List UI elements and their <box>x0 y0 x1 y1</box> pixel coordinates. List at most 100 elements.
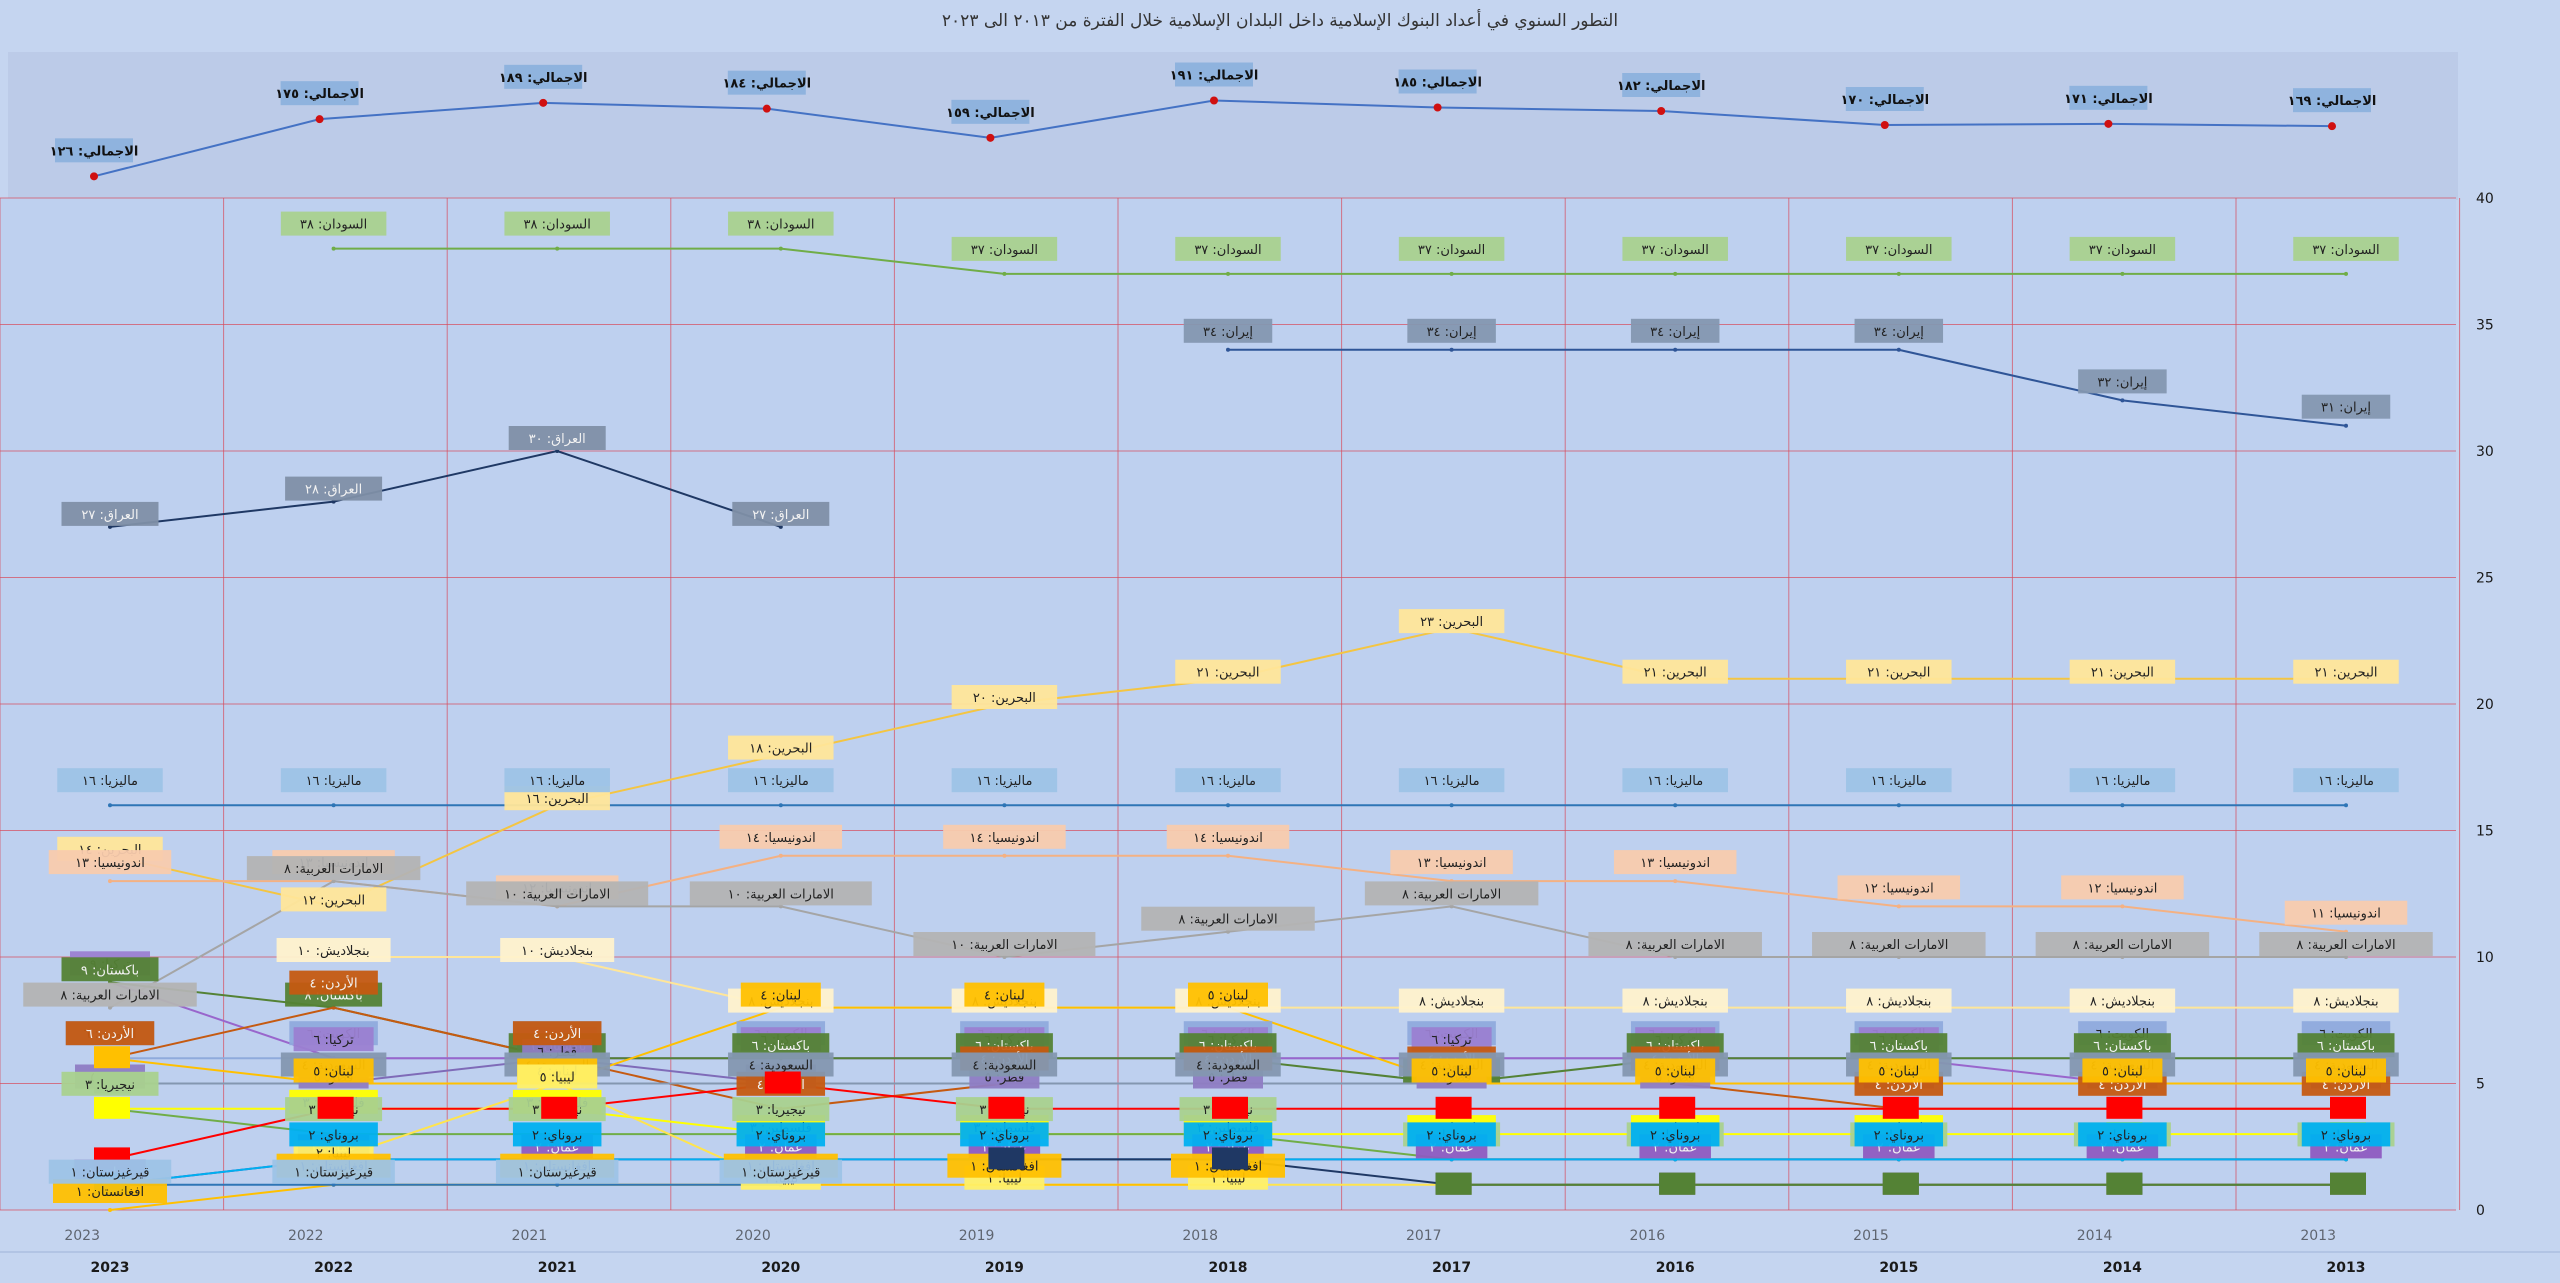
series-data-label: السعودية: ٤ <box>972 1059 1036 1074</box>
series-point <box>1002 803 1007 808</box>
series-data-label-box <box>1398 609 1505 634</box>
series-data-label: السودان: ٣٧ <box>1642 243 1709 258</box>
series-data-label: ماليزيا: ١٦ <box>529 774 585 789</box>
x-tick-label: 2013 <box>2327 1260 2366 1276</box>
series-data-label-box <box>508 426 606 450</box>
x-tick-label: 2015 <box>1879 1260 1918 1276</box>
total-data-label: الاجمالي: ١٥٩ <box>946 106 1035 121</box>
series-data-label: اندونيسيا: ١٤ <box>746 831 816 846</box>
series-data-label: السودان: ٣٨ <box>747 218 814 233</box>
x-tick-label: 2016 <box>1656 1260 1695 1276</box>
series-data-label-box <box>1390 850 1513 875</box>
series-data-label: الامارات العربية: ٨ <box>1849 938 1948 953</box>
series-data-label: قيرغيزستان: ١ <box>741 1166 820 1181</box>
total-data-point <box>539 98 548 107</box>
series-data-label: بنجلاديش: ١٠ <box>298 944 370 959</box>
y-tick-label: 20 <box>2476 697 2494 713</box>
axis-layer: 0 5 10 15 20 25 30 35 40 2023 2023 2022 2022 2021 2021… <box>0 191 2560 1276</box>
chart-title: التطور السنوي في أعداد البنوك الإسلامية … <box>942 9 1618 31</box>
series-point <box>2344 271 2348 276</box>
series-data-label: نيجيريا: ٣ <box>85 1078 135 1093</box>
series-marker-box <box>1659 1172 1696 1195</box>
series-data-label-box <box>1630 318 1720 343</box>
series-data-label-box <box>1407 318 1496 343</box>
total-data-label-box <box>504 64 583 89</box>
series-data-label: بروناي: ٢ <box>308 1128 358 1143</box>
series-data-label: الامارات العربية: ١٠ <box>504 887 610 902</box>
series-data-label: لبنان: ٥ <box>313 1065 354 1080</box>
series-data-label-box <box>61 957 159 982</box>
x-tick-sublabel: 2015 <box>1853 1228 1889 1244</box>
series-data-label: اندونيسيا: ١٢ <box>1864 881 1934 896</box>
series-data-label: بنجلاديش: ٨ <box>2313 995 2378 1010</box>
series-data-label-box <box>2061 875 2184 900</box>
series-data-label: باكستان: ٦ <box>752 1039 810 1054</box>
series-data-label: السودان: ٣٨ <box>524 218 591 233</box>
series-point <box>1896 347 1901 352</box>
series-data-label: البحرين: ٢١ <box>1867 666 1930 681</box>
series-data-label: بنجلاديش: ١٠ <box>521 944 593 959</box>
total-data-point <box>2104 119 2113 128</box>
series-marker-box <box>764 1071 801 1094</box>
series-data-label: باكستان: ٩ <box>81 963 139 978</box>
x-tick-label: 2020 <box>761 1260 800 1276</box>
series-data-label-box <box>1622 768 1728 793</box>
x-tick-sublabel: 2016 <box>1630 1228 1666 1244</box>
series-marker-box <box>2106 1172 2143 1195</box>
series-marker-box <box>94 1096 130 1119</box>
series-data-label: باكستان: ٦ <box>2093 1039 2151 1054</box>
series-data-label: بنجلاديش: ٨ <box>1643 995 1708 1010</box>
total-data-point <box>2328 122 2336 131</box>
series-data-label-box <box>289 970 378 995</box>
series-data-label-box <box>913 932 1096 956</box>
series-marker-box <box>1882 1096 1919 1119</box>
series-data-label: الأردن: ٤ <box>533 1025 581 1042</box>
series-data-label-box <box>512 1122 602 1147</box>
series-data-label: بروناي: ٢ <box>756 1128 806 1143</box>
series-data-label-box <box>1622 988 1728 1013</box>
series-data-label-box <box>1183 1122 1273 1147</box>
series-data-label: الأردن: ٤ <box>310 975 358 992</box>
series-data-label: بروناي: ٢ <box>1874 1128 1924 1143</box>
series-data-label: العراق: ٢٧ <box>81 508 138 523</box>
series-data-label: السودان: ٣٨ <box>300 218 367 233</box>
series-point <box>1226 271 1230 276</box>
series-point <box>1673 879 1678 884</box>
series-data-label: البحرين: ١٨ <box>749 742 812 757</box>
series-data-label: لبنان: ٤ <box>984 989 1025 1004</box>
series-data-label: إيران: ٣٤ <box>1427 325 1477 340</box>
series-data-label: قيرغيزستان: ١ <box>70 1166 149 1181</box>
x-tick-label: 2014 <box>2103 1260 2142 1276</box>
series-data-label-box <box>1175 768 1281 793</box>
y-tick-label: 25 <box>2476 571 2494 587</box>
series-data-label-box <box>504 768 610 793</box>
total-data-label: الاجمالي: ١٩١ <box>1170 69 1259 84</box>
series-data-label-box <box>1411 1058 1492 1083</box>
series-line <box>333 956 2346 1009</box>
series-data-label-box <box>2035 932 2210 956</box>
total-data-label: الاجمالي: ١٨٤ <box>722 77 811 92</box>
series-data-label-box <box>1175 1052 1281 1077</box>
series-data-label: الامارات العربية: ١٠ <box>728 887 834 902</box>
series-data-label-box <box>1588 932 1762 956</box>
series-data-label-box <box>2284 900 2408 925</box>
series-data-label-box <box>2078 1122 2167 1147</box>
series-marker-box <box>317 1096 354 1119</box>
series-data-label: بروناي: ٢ <box>1650 1128 1700 1143</box>
series-data-label: البحرين: ٢١ <box>1644 666 1707 681</box>
total-data-point <box>1880 121 1889 129</box>
series-data-label: ليبيا: ٥ <box>540 1071 575 1086</box>
series-data-label-box <box>943 824 1066 849</box>
series-line <box>1228 348 2347 427</box>
series-data-label-box <box>732 501 830 526</box>
x-tick-label: 2023 <box>91 1260 130 1276</box>
series-data-label: بنجلاديش: ٨ <box>1866 995 1931 1010</box>
series-data-label: ماليزيا: ١٦ <box>1871 774 1927 789</box>
series-data-label: ماليزيا: ١٦ <box>1424 774 1480 789</box>
series-data-label: السودان: ٣٧ <box>2312 243 2379 258</box>
x-tick-sublabel: 2019 <box>959 1228 995 1244</box>
total-data-point <box>90 172 98 181</box>
total-data-point <box>1210 96 1218 105</box>
series-data-label: قيرغيزستان: ١ <box>294 1166 373 1181</box>
